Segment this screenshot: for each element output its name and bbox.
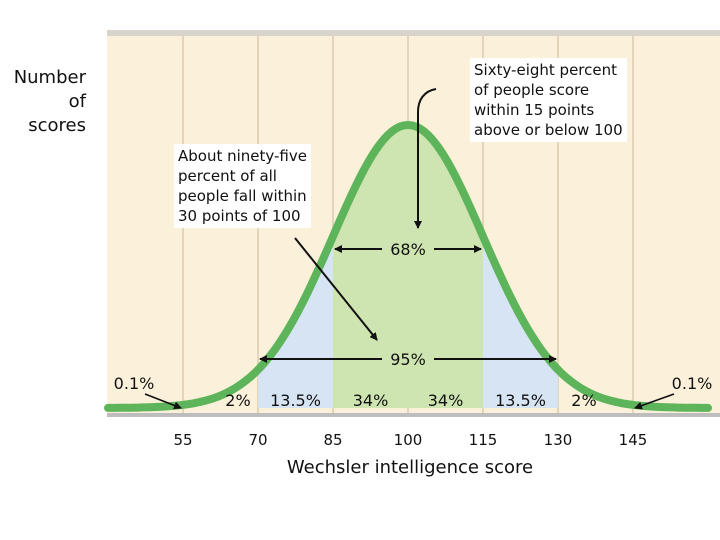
range-label: 68% (390, 240, 426, 259)
tail-arrow-left (144, 393, 182, 410)
range-label: 95% (390, 350, 426, 369)
tail-arrow-right (634, 393, 675, 410)
x-tick-label: 85 (323, 431, 342, 449)
band-label: 13.5% (270, 391, 321, 410)
y-axis-label: Number of scores (13, 67, 86, 136)
x-tick-label: 70 (248, 431, 267, 449)
x-axis-label: Wechsler intelligence score (0, 457, 720, 478)
x-tick-label: 145 (619, 431, 648, 449)
x-tick-label: 100 (394, 431, 423, 449)
annotation-68-percent: Sixty-eight percent of people score with… (470, 58, 627, 142)
x-axis-label-text: Wechsler intelligence score (286, 457, 534, 478)
band-label: 0.1% (114, 374, 155, 393)
band-label: 34% (353, 391, 389, 410)
x-tick-label: 130 (544, 431, 573, 449)
x-tick-label: 55 (173, 431, 192, 449)
band-label: 0.1% (672, 374, 713, 393)
bell-curve-line (104, 120, 712, 412)
plot-top-strip (107, 30, 720, 36)
annotation-95-arrow (294, 237, 378, 341)
annotation-95-percent: About ninety-five percent of all people … (174, 144, 311, 228)
x-axis-line (107, 413, 720, 417)
band-label: 34% (428, 391, 464, 410)
band-label: 2% (225, 391, 250, 410)
x-tick-label: 115 (469, 431, 498, 449)
band-label: 2% (571, 391, 596, 410)
annotation-68-arrow (414, 88, 437, 229)
band-label: 13.5% (495, 391, 546, 410)
